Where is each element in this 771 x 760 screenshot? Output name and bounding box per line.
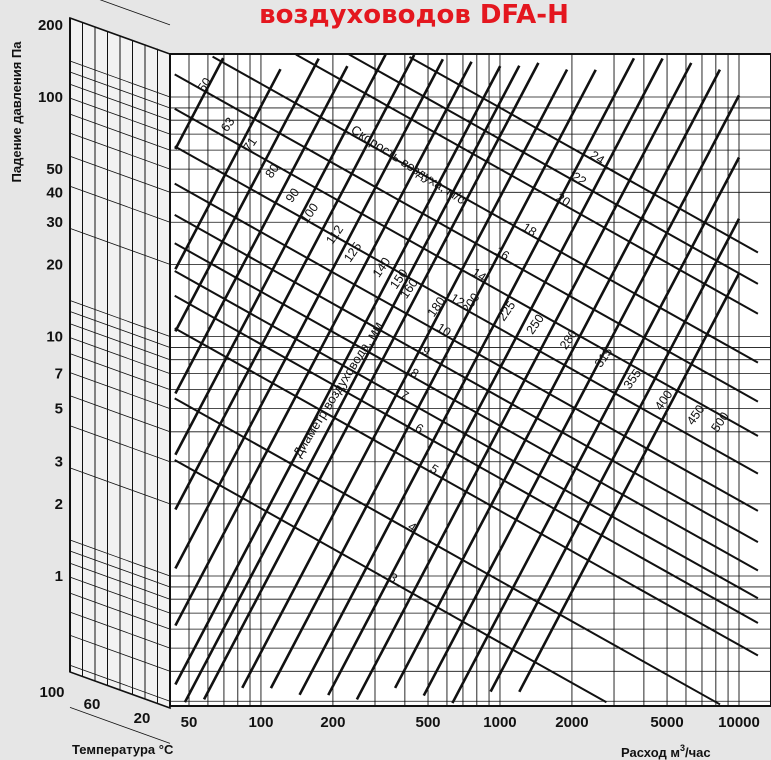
temperature-perspective-panel [69,0,171,744]
x-tick-label: 50 [181,714,198,731]
x-tick-label: 500 [416,714,441,731]
diameter-line-400 [451,156,741,704]
velocity-label-18: 18 [520,220,539,239]
y-tick-label: 5 [55,401,63,418]
velocity-line-4 [174,397,721,706]
perspective-grid-line [99,0,171,26]
perspective-grid-line [69,707,171,744]
chart-title: воздуховодов DFA-H [259,0,569,30]
velocity-line-12 [174,145,759,475]
diameter-line-500 [518,272,741,693]
temperature-axis-label: Температура °C [72,742,174,757]
temperature-tick-label: 60 [84,696,101,713]
diameter-line-200 [269,69,597,689]
velocity-line-18 [212,55,759,364]
diameter-line-355 [422,94,741,697]
x-axis-label-main: Расход м [621,745,680,760]
velocity-line-8 [174,242,759,572]
y-tick-label: 100 [38,89,63,106]
diameter-line-90 [174,54,387,456]
y-tick-label: 1 [55,568,63,585]
x-tick-label: 100 [248,714,273,731]
velocity-label-12: 12 [448,291,467,310]
diameter-line-250 [327,57,664,696]
velocity-line-10 [174,182,759,512]
velocity-line-9 [174,213,759,543]
y-tick-label: 50 [46,161,63,178]
diameter-label-90: 90 [283,186,302,205]
diameter-line-80 [174,65,349,395]
velocity-label-20: 20 [554,190,573,209]
x-axis-label-tail: /час [685,745,711,760]
velocity-line-14 [174,107,759,437]
diameter-label-63: 63 [218,115,237,134]
x-tick-label: 5000 [650,714,683,731]
velocity-line-3 [174,459,607,704]
temperature-tick-label: 20 [134,710,151,727]
y-tick-label: 3 [55,454,63,471]
y-tick-label: 30 [46,214,63,231]
diameter-line-63 [174,68,282,270]
x-tick-label: 1000 [483,714,516,731]
diameter-line-225 [298,57,636,696]
x-axis-label-sup: 3 [680,743,685,753]
x-tick-label: 10000 [718,714,760,731]
diameter-line-180 [241,68,569,689]
y-tick-label: 2 [55,496,63,513]
velocity-line-6 [174,294,759,624]
diameter-label-50: 50 [195,75,214,94]
diameter-line-112 [174,58,445,570]
diameter-line-150 [183,65,521,703]
velocity-line-5 [174,327,759,657]
y-axis-label: Падение давления Па [9,41,24,183]
velocity-line-16 [174,73,759,403]
velocity-line-24 [409,56,759,254]
diameter-line-50 [174,57,225,150]
velocity-label-16: 16 [493,244,512,263]
velocity-label-10: 10 [434,320,453,339]
velocity-line-7 [174,270,759,600]
diameter-line-450 [489,218,741,693]
x-tick-label: 2000 [555,714,588,731]
y-tick-label: 7 [55,366,63,383]
temperature-tick-label: 100 [39,684,64,701]
diameter-line-125 [174,61,473,627]
velocity-label-22: 22 [570,169,589,188]
y-tick-label: 10 [46,329,63,346]
velocity-line-20 [295,53,759,315]
y-tick-label: 40 [46,184,63,201]
y-tick-label: 20 [46,256,63,273]
velocity-line-22 [348,53,759,285]
velocity-label-24: 24 [588,148,607,167]
x-tick-label: 200 [320,714,345,731]
diameter-line-315 [393,69,722,689]
y-tick-label: 200 [38,17,63,34]
x-axis-label: Расход м3/час [621,743,711,760]
diameter-line-140 [174,65,502,686]
velocity-label-14: 14 [469,265,488,284]
